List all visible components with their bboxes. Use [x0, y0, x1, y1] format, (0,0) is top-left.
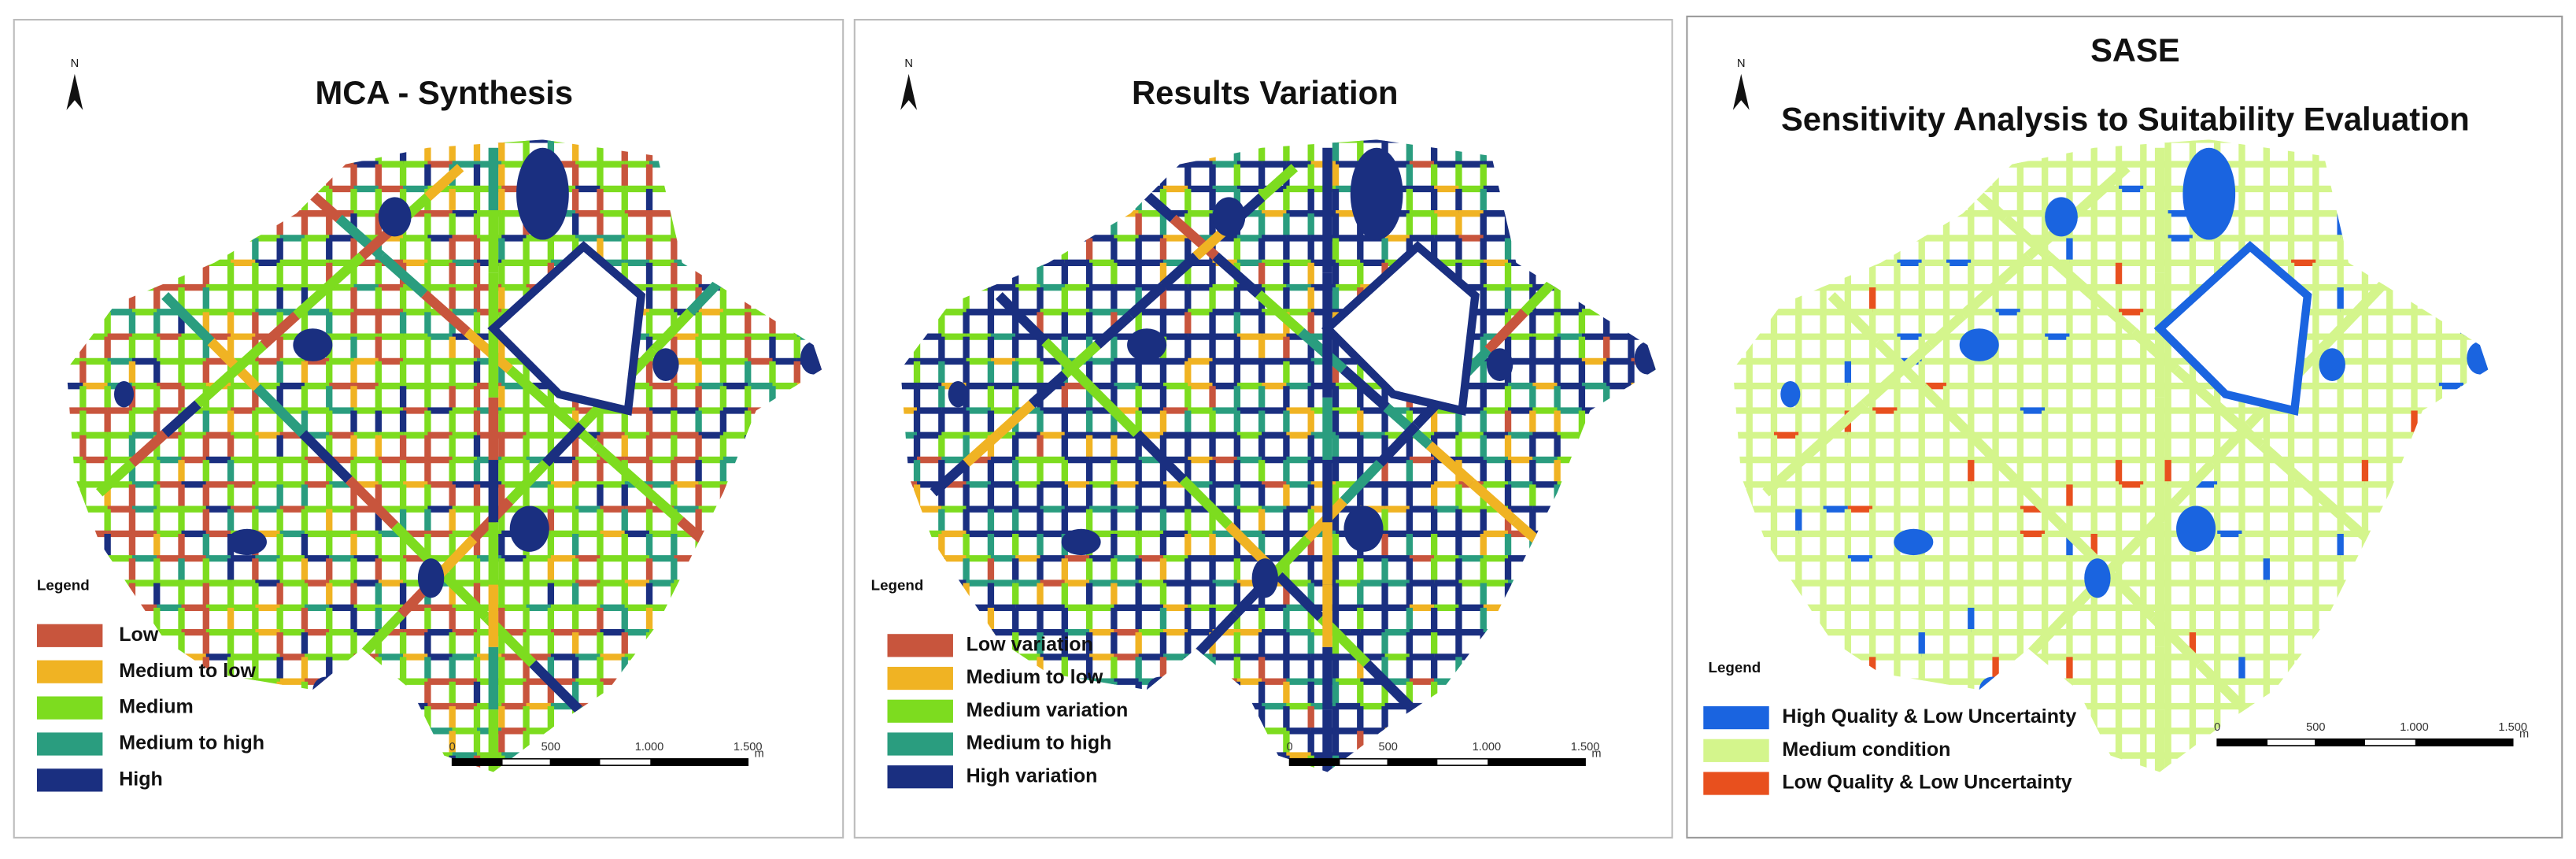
avenue — [1196, 610, 1240, 656]
avenue — [1087, 383, 1141, 438]
street-network — [1732, 139, 2489, 772]
square-blob — [312, 676, 339, 703]
square-blob — [1147, 676, 1173, 703]
avenue — [1212, 252, 1262, 298]
avenue — [1159, 252, 1199, 290]
square-blob — [378, 197, 412, 237]
square-blob — [113, 380, 135, 408]
square-blob — [647, 693, 674, 720]
avenue — [1094, 311, 1134, 349]
avenue — [421, 290, 471, 336]
square-blob — [800, 341, 822, 375]
avenue — [424, 164, 464, 201]
avenue — [161, 400, 201, 438]
avenue — [299, 430, 353, 483]
park — [487, 240, 646, 416]
avenue — [1425, 441, 1476, 487]
avenue — [1554, 554, 1603, 600]
square-blob — [227, 528, 267, 556]
avenue — [1409, 705, 1462, 760]
avenue — [1376, 421, 1420, 467]
square-blob — [1251, 558, 1278, 598]
map-panel — [900, 139, 1656, 772]
avenue — [1271, 568, 1325, 621]
square-blob — [948, 380, 968, 408]
avenue — [1127, 282, 1167, 320]
avenue — [378, 252, 428, 298]
square-blob — [1486, 348, 1513, 381]
square-blob — [1343, 505, 1384, 552]
avenue — [128, 430, 168, 467]
avenue — [1340, 365, 1390, 412]
avenue — [963, 430, 1003, 467]
map-panel — [1732, 139, 2489, 772]
avenue — [996, 400, 1036, 438]
avenue — [650, 309, 694, 354]
square-blob — [417, 558, 445, 598]
avenue — [592, 441, 641, 487]
avenue — [260, 311, 300, 349]
avenue — [345, 476, 399, 529]
avenue — [1041, 338, 1095, 391]
square-blob — [652, 348, 679, 381]
square-blob — [516, 147, 569, 240]
avenue — [293, 282, 333, 320]
avenue — [719, 554, 770, 600]
avenue — [1255, 290, 1305, 336]
street-network — [66, 139, 822, 772]
avenue — [207, 338, 261, 391]
square-blob — [1634, 341, 1656, 375]
avenue — [434, 535, 478, 580]
square-blob — [1212, 197, 1246, 237]
avenue — [1133, 430, 1187, 483]
avenue — [930, 459, 970, 497]
avenue — [1484, 309, 1528, 354]
street-network — [900, 139, 1656, 772]
avenue — [161, 292, 215, 346]
panel-subtitle: Sensitivity Analysis to Suitability Eval… — [1781, 100, 2470, 137]
avenue — [1179, 476, 1233, 529]
avenue — [1468, 479, 1518, 524]
avenue — [1028, 370, 1068, 408]
avenue — [549, 403, 599, 450]
avenue — [995, 292, 1049, 346]
panel-frame — [13, 18, 844, 839]
avenue — [529, 660, 582, 713]
avenue — [96, 459, 136, 497]
avenue — [1383, 403, 1433, 450]
panel-frame — [1686, 15, 2563, 839]
square-blob — [509, 505, 549, 552]
square-blob — [293, 328, 333, 361]
avenue — [1061, 341, 1101, 379]
avenue — [361, 610, 405, 656]
avenue — [634, 479, 684, 524]
panel-title: SASE — [2090, 31, 2180, 68]
maps — [66, 139, 2489, 772]
map-panel — [66, 139, 822, 772]
panel-title: Results Variation — [1132, 74, 1399, 111]
panel-frame — [853, 18, 1673, 839]
avenue — [227, 341, 267, 379]
avenue — [1340, 459, 1384, 505]
avenue — [506, 459, 550, 505]
avenue — [1363, 660, 1417, 713]
avenue — [437, 568, 490, 621]
avenue — [506, 365, 556, 412]
square-blob — [1481, 693, 1509, 720]
avenue — [575, 705, 629, 760]
square-blob — [1061, 528, 1101, 556]
avenue — [1268, 535, 1312, 580]
square-blob — [1127, 328, 1167, 361]
avenue — [326, 252, 366, 290]
avenue — [1258, 164, 1299, 201]
avenue — [542, 421, 586, 467]
avenue — [194, 370, 235, 408]
square-blob — [1350, 147, 1403, 240]
park — [1321, 240, 1480, 416]
avenue — [253, 383, 307, 438]
panel-title: MCA - Synthesis — [315, 74, 573, 111]
